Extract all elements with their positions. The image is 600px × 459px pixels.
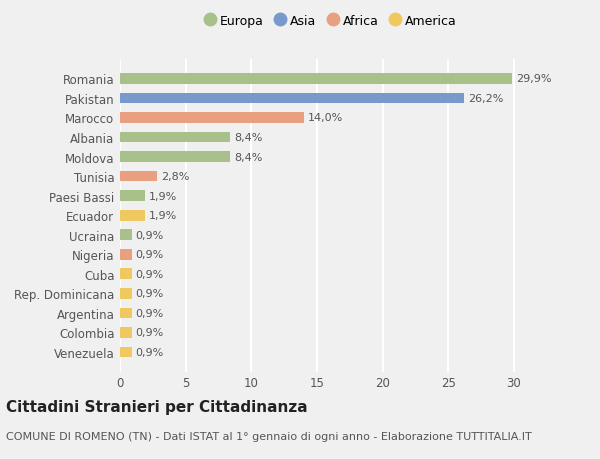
Bar bbox=[120, 191, 145, 202]
Bar bbox=[120, 171, 157, 182]
Text: 0,9%: 0,9% bbox=[136, 308, 164, 318]
Text: 0,9%: 0,9% bbox=[136, 328, 164, 338]
Bar bbox=[120, 152, 230, 162]
Text: 1,9%: 1,9% bbox=[149, 191, 177, 201]
Text: 0,9%: 0,9% bbox=[136, 269, 164, 279]
Bar bbox=[120, 308, 132, 319]
Bar bbox=[120, 132, 230, 143]
Text: 0,9%: 0,9% bbox=[136, 347, 164, 357]
Bar bbox=[120, 74, 512, 84]
Text: COMUNE DI ROMENO (TN) - Dati ISTAT al 1° gennaio di ogni anno - Elaborazione TUT: COMUNE DI ROMENO (TN) - Dati ISTAT al 1°… bbox=[6, 431, 532, 442]
Bar bbox=[120, 288, 132, 299]
Text: 2,8%: 2,8% bbox=[161, 172, 189, 182]
Bar bbox=[120, 347, 132, 358]
Legend: Europa, Asia, Africa, America: Europa, Asia, Africa, America bbox=[199, 10, 461, 33]
Text: 1,9%: 1,9% bbox=[149, 211, 177, 221]
Bar bbox=[120, 249, 132, 260]
Bar bbox=[120, 230, 132, 241]
Text: 0,9%: 0,9% bbox=[136, 230, 164, 240]
Text: 29,9%: 29,9% bbox=[517, 74, 552, 84]
Bar bbox=[120, 269, 132, 280]
Bar bbox=[120, 327, 132, 338]
Text: 8,4%: 8,4% bbox=[234, 133, 263, 143]
Text: 8,4%: 8,4% bbox=[234, 152, 263, 162]
Text: 0,9%: 0,9% bbox=[136, 289, 164, 299]
Bar bbox=[120, 113, 304, 123]
Text: 0,9%: 0,9% bbox=[136, 250, 164, 260]
Bar bbox=[120, 210, 145, 221]
Text: Cittadini Stranieri per Cittadinanza: Cittadini Stranieri per Cittadinanza bbox=[6, 399, 308, 414]
Text: 14,0%: 14,0% bbox=[308, 113, 343, 123]
Text: 26,2%: 26,2% bbox=[468, 94, 503, 104]
Bar bbox=[120, 93, 464, 104]
